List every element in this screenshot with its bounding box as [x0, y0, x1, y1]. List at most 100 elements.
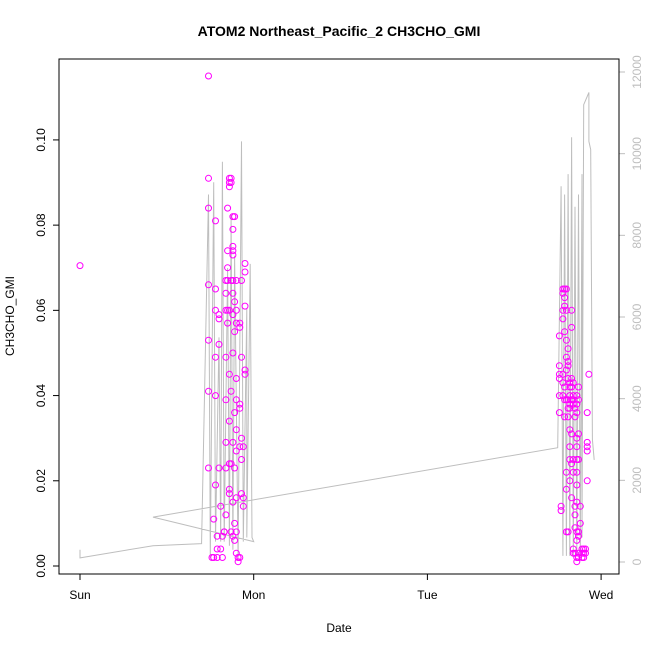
data-point: [573, 481, 581, 489]
data-point: [227, 174, 235, 182]
data-point: [229, 532, 237, 540]
data-point: [236, 319, 244, 327]
data-point: [220, 528, 228, 536]
data-point: [555, 362, 563, 370]
data-point: [231, 213, 239, 221]
data-point: [212, 217, 219, 225]
data-point: [562, 485, 570, 493]
data-point: [210, 515, 218, 523]
data-point: [239, 494, 247, 502]
data-point: [564, 396, 572, 404]
data-point: [575, 532, 582, 540]
x-tick-label: Tue: [417, 588, 438, 602]
data-point: [232, 319, 240, 327]
data-point: [566, 456, 574, 463]
data-point: [555, 409, 563, 417]
data-point: [573, 409, 581, 417]
data-point: [232, 494, 240, 502]
data-point: [236, 400, 244, 408]
data-point: [212, 481, 219, 489]
data-point: [239, 502, 247, 510]
data-point: [76, 262, 84, 270]
data-point: [566, 404, 574, 412]
data-point: [231, 464, 239, 472]
y-tick-label: 0.08: [34, 213, 48, 237]
data-point: [571, 404, 579, 412]
data-point: [566, 443, 574, 451]
data-point: [238, 456, 245, 463]
data-point: [205, 336, 212, 344]
data-point: [564, 362, 572, 370]
data-point: [569, 468, 577, 476]
data-point: [573, 434, 581, 442]
data-point: [580, 554, 588, 561]
data-point: [232, 396, 240, 404]
data-point: [573, 536, 581, 544]
data-point: [227, 179, 235, 186]
y-tick-label: 0.10: [34, 128, 48, 152]
data-point: [573, 443, 581, 451]
data-point: [205, 387, 212, 395]
data-point: [229, 289, 237, 297]
data-point: [562, 285, 570, 293]
data-point: [582, 545, 589, 553]
data-point: [229, 277, 237, 284]
y2-tick-label: 10000: [630, 137, 644, 171]
data-point: [232, 528, 240, 536]
data-point: [568, 383, 576, 391]
y2-tick-label: 6000: [630, 303, 644, 330]
data-point: [573, 468, 581, 476]
data-point: [212, 306, 219, 314]
data-point: [564, 528, 572, 536]
data-point: [212, 392, 219, 400]
data-point: [555, 392, 563, 400]
data-point: [238, 434, 245, 442]
data-point: [224, 277, 232, 284]
data-point: [213, 532, 221, 540]
data-point: [225, 485, 233, 493]
data-point: [231, 328, 239, 336]
data-point: [561, 302, 569, 310]
data-point: [241, 366, 249, 374]
data-point: [561, 328, 569, 336]
data-point: [225, 183, 233, 191]
data-point: [571, 549, 579, 557]
data-point: [232, 375, 240, 382]
data-point: [561, 383, 569, 391]
data-point: [569, 396, 577, 404]
data-point: [218, 554, 226, 561]
data-point: [569, 545, 577, 553]
data-point: [568, 306, 576, 314]
y2-tick-label: 8000: [630, 222, 644, 249]
data-point: [227, 528, 235, 536]
data-point: [236, 404, 244, 412]
x-tick-label: Sun: [69, 588, 90, 602]
y-axis-label: CH3CHO_GMI: [3, 276, 17, 356]
x-tick-label: Mon: [242, 588, 265, 602]
data-point: [231, 409, 239, 417]
data-point: [575, 396, 582, 404]
plot-frame: [58, 58, 620, 575]
series-line-altitude: [79, 92, 595, 559]
y2-tick-label: 2000: [630, 467, 644, 494]
data-point: [555, 375, 563, 382]
data-point: [215, 464, 223, 472]
data-point: [222, 289, 230, 297]
data-point: [229, 311, 237, 319]
y2-tick-label: 4000: [630, 385, 644, 412]
data-point: [224, 264, 232, 272]
data-point: [575, 554, 582, 561]
data-point: [573, 498, 581, 506]
data-point: [557, 507, 565, 515]
data-point: [566, 400, 574, 408]
data-point: [576, 519, 584, 527]
data-point: [224, 247, 232, 255]
x-axis-label: Date: [326, 621, 352, 635]
data-point: [238, 490, 245, 498]
data-point: [205, 204, 212, 212]
data-point: [585, 370, 593, 378]
data-point: [241, 260, 249, 267]
data-point: [583, 447, 591, 455]
data-point: [236, 554, 244, 561]
